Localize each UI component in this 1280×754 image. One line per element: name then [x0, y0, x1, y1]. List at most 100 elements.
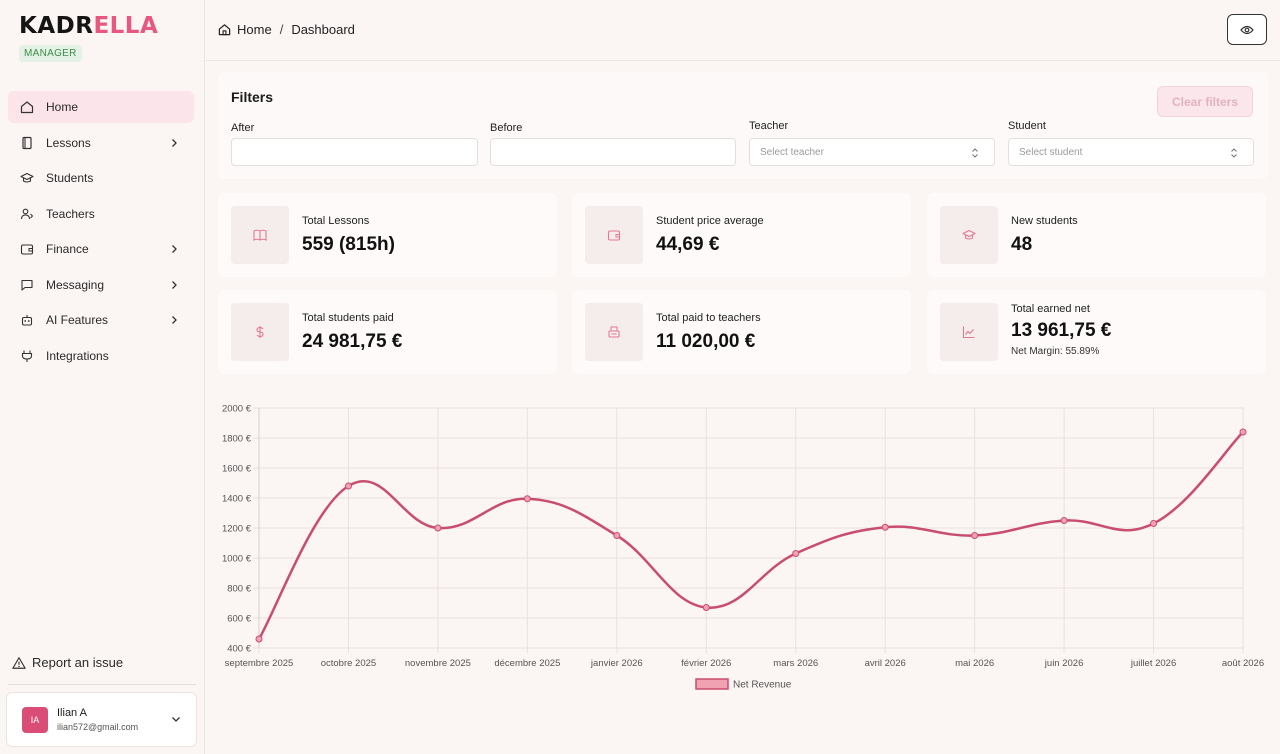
- x-tick-label: avril 2026: [865, 658, 906, 669]
- book-icon: [22, 136, 32, 149]
- x-tick-label: août 2026: [1222, 658, 1264, 669]
- stat-value: 11 020,00 €: [656, 331, 756, 352]
- data-point: [1239, 428, 1247, 436]
- top-header: Home / Dashboard: [206, 0, 1280, 61]
- after-date-input[interactable]: [231, 138, 478, 166]
- visibility-toggle-button[interactable]: [1227, 14, 1267, 45]
- data-point: [881, 523, 889, 531]
- wallet-icon: [20, 244, 34, 255]
- y-tick-label: 400 €: [227, 644, 251, 655]
- y-tick-label: 1600 €: [222, 464, 252, 475]
- student-select[interactable]: Select student: [1008, 138, 1254, 166]
- y-tick-label: 1000 €: [222, 554, 252, 565]
- role-badge: MANAGER: [19, 45, 82, 62]
- breadcrumb-current: Dashboard: [291, 22, 355, 37]
- y-tick-label: 1200 €: [222, 524, 252, 535]
- data-point: [613, 532, 621, 539]
- wallet-icon: [607, 230, 621, 241]
- brand-logo-part2: ELLA: [93, 13, 159, 39]
- sidebar-item-label: Home: [46, 100, 79, 114]
- stat-value: 24 981,75 €: [302, 331, 403, 352]
- y-tick-label: 1400 €: [222, 494, 252, 505]
- stat-card-new-students: New students 48: [927, 193, 1266, 277]
- home-icon: [20, 101, 34, 114]
- report-issue-label: Report an issue: [32, 655, 124, 670]
- open-book-icon: [253, 229, 267, 241]
- stat-label: Total Lessons: [302, 215, 370, 227]
- stat-label: Student price average: [656, 215, 764, 227]
- teacher-select[interactable]: Select teacher: [749, 138, 995, 166]
- user-email: ilian572@gmail.com: [57, 722, 139, 732]
- x-tick-label: juillet 2026: [1130, 658, 1176, 669]
- stat-tile: [231, 206, 289, 264]
- data-point: [1150, 520, 1158, 527]
- chevron-right-icon: [172, 316, 177, 324]
- plug-icon: [21, 350, 33, 362]
- x-tick-label: mars 2026: [773, 658, 818, 669]
- legend-swatch: [695, 678, 729, 690]
- x-tick-label: septembre 2025: [225, 658, 294, 669]
- warning-icon: [12, 656, 26, 669]
- sidebar-item-students[interactable]: Students: [8, 162, 194, 194]
- stat-card-total-lessons: Total Lessons 559 (815h): [218, 193, 557, 277]
- sidebar-item-label: Teachers: [46, 206, 95, 221]
- stat-card-total-earned-net: Total earned net 13 961,75 € Net Margin:…: [927, 290, 1266, 374]
- robot-icon: [21, 315, 33, 326]
- brand-logo[interactable]: KADRELLA: [19, 12, 158, 40]
- eye-icon: [1240, 25, 1254, 34]
- sidebar-divider: [8, 684, 196, 685]
- chevron-down-icon: [172, 717, 180, 722]
- y-tick-label: 2000 €: [222, 404, 252, 415]
- legend-label: Net Revenue: [733, 680, 792, 691]
- chevron-right-icon: [172, 245, 177, 253]
- breadcrumb-home[interactable]: Home: [237, 22, 272, 37]
- user-menu[interactable]: IA Ilian A ilian572@gmail.com: [6, 692, 197, 747]
- sidebar-item-messaging[interactable]: Messaging: [8, 269, 194, 301]
- data-point: [971, 532, 979, 539]
- sidebar-item-integrations[interactable]: Integrations: [8, 340, 194, 372]
- stat-card-student-price-average: Student price average 44,69 €: [572, 193, 911, 277]
- filters-title: Filters: [231, 89, 274, 105]
- before-label: Before: [490, 122, 523, 134]
- data-point: [255, 635, 263, 643]
- stat-value: 44,69 €: [656, 234, 720, 255]
- sidebar-item-home[interactable]: Home: [8, 91, 194, 123]
- before-date-input[interactable]: [490, 138, 736, 166]
- x-tick-label: mai 2026: [955, 658, 994, 669]
- user-name: Ilian A: [57, 707, 87, 719]
- sidebar-item-finance[interactable]: Finance: [8, 233, 194, 265]
- graduation-cap-icon: [20, 172, 34, 183]
- data-point: [344, 482, 352, 490]
- sidebar-item-label: Lessons: [46, 135, 91, 150]
- stat-tile: [585, 303, 643, 361]
- sidebar-item-label: AI Features: [46, 313, 109, 327]
- report-issue-link[interactable]: Report an issue: [12, 655, 123, 670]
- series-line-net-revenue: [257, 431, 1244, 640]
- y-tick-label: 600 €: [227, 614, 251, 625]
- cash-register-icon: [608, 326, 620, 338]
- sidebar-item-label: Students: [46, 171, 94, 185]
- chevron-right-icon: [172, 280, 177, 289]
- student-select-placeholder: Select student: [1019, 146, 1083, 158]
- net-margin-text: Net Margin: 55.89%: [1011, 346, 1100, 357]
- x-tick-label: février 2026: [681, 658, 731, 669]
- x-tick-label: octobre 2025: [321, 658, 376, 669]
- stat-label: Total paid to teachers: [656, 312, 761, 324]
- sidebar-item-lessons[interactable]: Lessons: [8, 127, 194, 159]
- stat-tile: [940, 206, 998, 264]
- stat-value: 13 961,75 €: [1011, 320, 1112, 341]
- stat-tile: [940, 303, 998, 361]
- sidebar-item-teachers[interactable]: Teachers: [8, 198, 194, 230]
- filters-panel: Filters Clear filters After Before Teach…: [218, 72, 1268, 179]
- brand-logo-part1: KADR: [19, 13, 94, 39]
- x-tick-label: juin 2026: [1044, 658, 1084, 669]
- x-tick-label: décembre 2025: [494, 658, 560, 669]
- teacher-label: Teacher: [749, 120, 789, 132]
- sidebar-item-ai-features[interactable]: AI Features: [8, 304, 194, 336]
- y-tick-label: 1800 €: [222, 434, 252, 445]
- clear-filters-button[interactable]: Clear filters: [1157, 86, 1253, 117]
- graduation-cap-icon: [962, 229, 976, 240]
- message-icon: [21, 279, 33, 291]
- stat-label: Total earned net: [1011, 303, 1090, 315]
- stat-value: 48: [1011, 234, 1033, 255]
